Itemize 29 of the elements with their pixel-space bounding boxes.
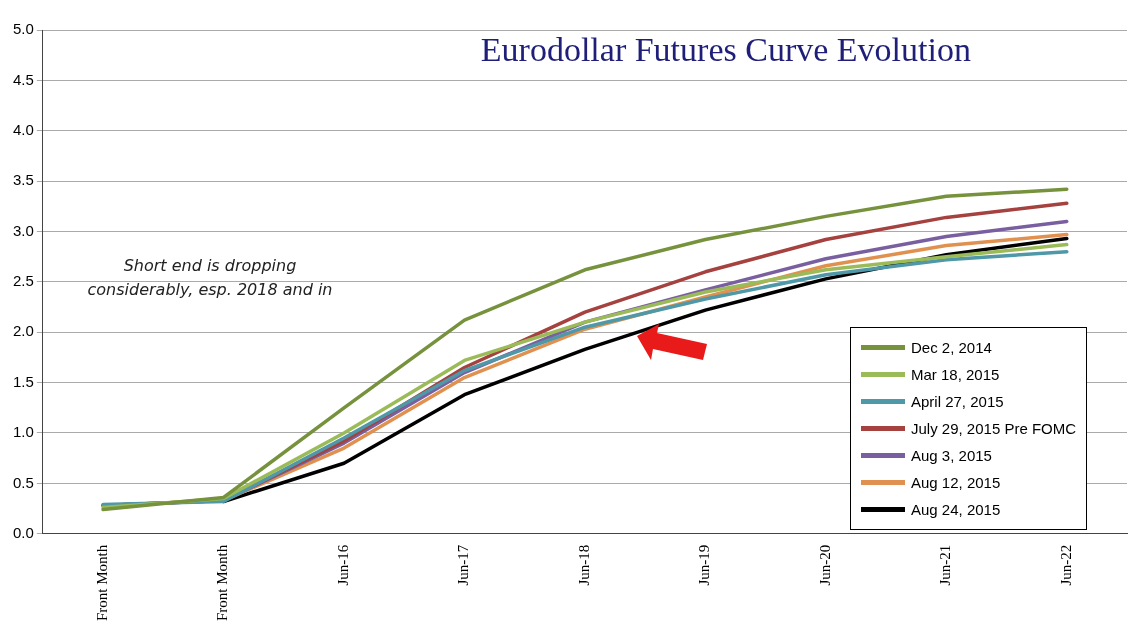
legend-label: Mar 18, 2015 xyxy=(911,365,1000,383)
x-tick-label: Jun-18 xyxy=(575,544,592,586)
y-tick-label: 2.5 xyxy=(12,272,34,290)
x-tick-label: Front Month xyxy=(94,544,111,622)
legend-label: Aug 3, 2015 xyxy=(911,446,992,464)
y-tick-label: 5.0 xyxy=(12,20,34,38)
annotation: Short end is dropping considerably, esp. 2018 and in xyxy=(87,255,333,299)
y-tick-label: 2.0 xyxy=(12,322,34,340)
chart-title: Eurodollar Futures Curve Evolution xyxy=(480,30,971,68)
legend-label: April 27, 2015 xyxy=(911,392,1004,410)
y-tick-label: 0.5 xyxy=(12,473,34,491)
legend-label: Aug 24, 2015 xyxy=(911,500,1001,518)
x-tick-label: Jun-21 xyxy=(937,544,954,586)
y-tick-label: 4.0 xyxy=(12,120,34,138)
y-tick-label: 3.5 xyxy=(12,171,34,189)
legend-label: Aug 12, 2015 xyxy=(911,473,1001,491)
y-tick-label: 1.0 xyxy=(12,423,34,441)
x-tick-label: Jun-19 xyxy=(696,544,713,586)
x-tick-label: Jun-22 xyxy=(1057,544,1074,586)
y-tick-label: 3.0 xyxy=(12,221,34,239)
y-tick-label: 0.0 xyxy=(12,523,34,541)
x-tick-label: Front Month xyxy=(214,544,231,622)
x-tick-label: Jun-20 xyxy=(816,544,833,586)
x-tick-label: Jun-16 xyxy=(334,544,351,586)
y-tick-label: 1.5 xyxy=(12,372,34,390)
legend-label: Dec 2, 2014 xyxy=(911,338,992,356)
legend-label: July 29, 2015 Pre FOMC xyxy=(911,419,1077,437)
y-tick-label: 4.5 xyxy=(12,70,34,88)
x-tick-label: Jun-17 xyxy=(455,544,472,586)
